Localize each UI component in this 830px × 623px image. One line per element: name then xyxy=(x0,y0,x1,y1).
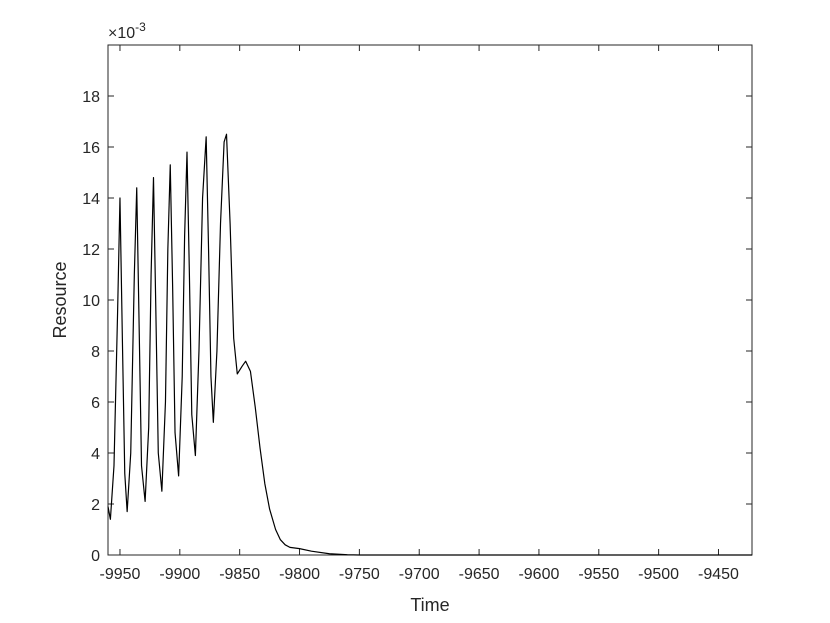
y-tick-label: 10 xyxy=(82,293,100,310)
x-tick-label: -9800 xyxy=(279,566,320,583)
y-axis-label: Resource xyxy=(50,261,70,338)
x-tick-label: -9900 xyxy=(159,566,200,583)
x-tick-label: -9500 xyxy=(638,566,679,583)
y-tick-label: 8 xyxy=(91,344,100,361)
x-tick-label: -9600 xyxy=(518,566,559,583)
y-tick-label: 0 xyxy=(91,548,100,565)
y-tick-label: 16 xyxy=(82,140,100,157)
x-tick-label: -9950 xyxy=(100,566,141,583)
multiplier-exponent: -3 xyxy=(135,20,146,34)
y-multiplier: ×10-3 xyxy=(108,20,146,42)
y-tick-label: 18 xyxy=(82,89,100,106)
x-tick-label: -9550 xyxy=(578,566,619,583)
y-tick-label: 14 xyxy=(82,191,100,208)
x-axis-label: Time xyxy=(410,595,449,615)
multiplier-base: ×10 xyxy=(108,25,135,42)
x-tick-label: -9650 xyxy=(459,566,500,583)
y-tick-label: 2 xyxy=(91,497,100,514)
data-line xyxy=(107,133,752,556)
x-tick-label: -9850 xyxy=(219,566,260,583)
x-tick-label: -9750 xyxy=(339,566,380,583)
y-tick-label: 4 xyxy=(91,446,100,463)
plot-box xyxy=(107,44,753,556)
y-tick-label: 12 xyxy=(82,242,100,259)
x-tick-label: -9450 xyxy=(698,566,739,583)
x-tick-label: -9700 xyxy=(399,566,440,583)
y-tick-label: 6 xyxy=(91,395,100,412)
